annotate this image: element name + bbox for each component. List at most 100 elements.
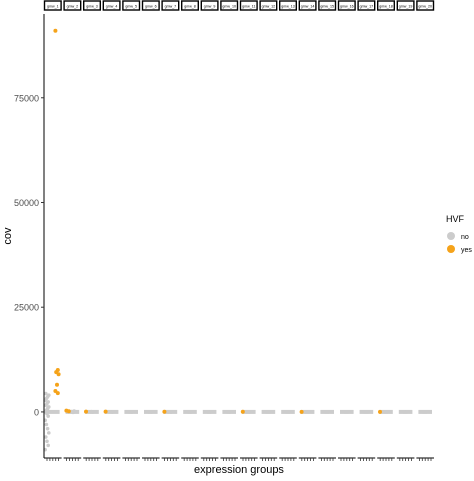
facet-strip-label: gmw_10 <box>222 5 236 9</box>
point-no <box>247 410 252 414</box>
point-no <box>188 410 193 414</box>
facet-panel <box>122 409 140 461</box>
facet-panel <box>338 409 356 461</box>
facet-strip-box <box>180 0 199 11</box>
facet-strip-box <box>141 0 160 11</box>
facet-panel <box>259 409 278 461</box>
facet-strip-box <box>102 0 121 11</box>
point-no-band <box>46 409 60 414</box>
point-yes <box>84 409 88 414</box>
facet-strip-label: gmw_4 <box>106 5 118 9</box>
point-yes <box>55 382 59 387</box>
facet-panel <box>200 409 219 461</box>
point-no <box>46 414 50 418</box>
facet-strip-box <box>43 0 62 11</box>
point-no <box>47 405 51 409</box>
point-no <box>365 410 369 414</box>
point-no <box>45 439 49 444</box>
facet-strip-box <box>298 0 317 11</box>
facet-strip-box <box>239 0 258 11</box>
point-no <box>149 410 154 414</box>
facet-strip: gmw_6 <box>141 0 160 11</box>
facet-panel <box>377 409 395 461</box>
y-axis-label: cov <box>2 227 14 245</box>
facet-strip-label: gmw_15 <box>320 5 334 9</box>
facet-strip-label: gmw_3 <box>86 5 98 9</box>
legend-key-yes <box>447 245 455 253</box>
point-no <box>169 410 173 414</box>
point-yes <box>55 391 60 396</box>
legend: HVF no yes <box>446 214 472 254</box>
facet-strip-box <box>122 0 141 11</box>
facet-strip: gmw_20 <box>416 0 435 11</box>
point-no <box>47 393 51 397</box>
facet-strips: gmw_1 gmw_2 gmw_3 gmw_4 gmw_5 gmw_6 gmw_7 gmw_8… <box>43 0 435 11</box>
facet-strip: gmw_5 <box>122 0 141 11</box>
facet-strip: gmw_9 <box>200 0 219 11</box>
facet-strip-box <box>357 0 376 11</box>
facet-strip-label: gmw_9 <box>204 5 216 9</box>
facet-strip: gmw_10 <box>220 0 239 11</box>
facet-strip: gmw_15 <box>318 0 337 11</box>
point-yes <box>53 28 58 33</box>
facet-strip-label: gmw_8 <box>184 5 196 9</box>
point-yes <box>66 409 71 414</box>
facet-panel <box>357 409 376 461</box>
facet-strip: gmw_17 <box>357 0 376 11</box>
facet-panel <box>318 409 336 461</box>
facet-strip-box <box>63 0 82 11</box>
point-no <box>208 410 212 414</box>
facet-panel <box>220 409 238 461</box>
legend-label-yes: yes <box>461 247 472 254</box>
facet-strip: gmw_8 <box>180 0 199 11</box>
facet-strip: gmw_7 <box>161 0 180 11</box>
facet-strip: gmw_2 <box>63 0 82 11</box>
point-no <box>44 422 49 427</box>
point-yes <box>240 409 245 414</box>
point-yes <box>56 372 61 377</box>
point-no <box>286 410 291 414</box>
point-no <box>72 409 76 413</box>
facet-strip-box <box>200 0 219 11</box>
x-axis-label: expression groups <box>194 464 284 476</box>
facet-strip-label: gmw_12 <box>262 5 276 9</box>
point-yes <box>103 409 108 414</box>
legend-label-no: no <box>461 234 469 241</box>
y-tick-label: 75000 <box>14 93 39 103</box>
facet-strip-box <box>220 0 239 11</box>
facet-panel <box>63 408 82 461</box>
facet-strip-label: gmw_7 <box>165 5 177 9</box>
point-no <box>404 410 409 414</box>
point-no <box>46 400 50 404</box>
facet-strip-box <box>161 0 180 11</box>
facet-strip: gmw_3 <box>82 0 101 11</box>
y-tick-label: 50000 <box>14 198 39 208</box>
facet-strip: gmw_19 <box>396 0 415 11</box>
facet-strip-box <box>82 0 101 11</box>
facet-strip-label: gmw_18 <box>379 5 393 9</box>
facet-strip: gmw_16 <box>337 0 356 11</box>
facet-strip: gmw_14 <box>298 0 317 11</box>
point-no <box>384 410 389 414</box>
point-no <box>345 410 350 414</box>
facet-strip: gmw_1 <box>43 0 62 11</box>
point-no <box>110 410 114 414</box>
facet-strip-label: gmw_2 <box>67 5 79 9</box>
point-no <box>267 410 271 414</box>
point-no <box>47 431 51 435</box>
facet-strip-label: gmw_5 <box>125 5 137 9</box>
point-no <box>306 410 311 414</box>
facet-strip-box <box>318 0 337 11</box>
facet-strip: gmw_13 <box>279 0 298 11</box>
facet-panel <box>102 409 121 461</box>
facet-strip-box <box>259 0 278 11</box>
point-yes <box>299 409 304 414</box>
y-axis-ticks: 0 25000 50000 75000 <box>14 93 44 417</box>
point-no <box>130 410 134 414</box>
facet-strip-box <box>416 0 435 11</box>
facet-strip-box <box>377 0 396 11</box>
point-no <box>228 410 232 414</box>
point-no <box>326 410 330 414</box>
